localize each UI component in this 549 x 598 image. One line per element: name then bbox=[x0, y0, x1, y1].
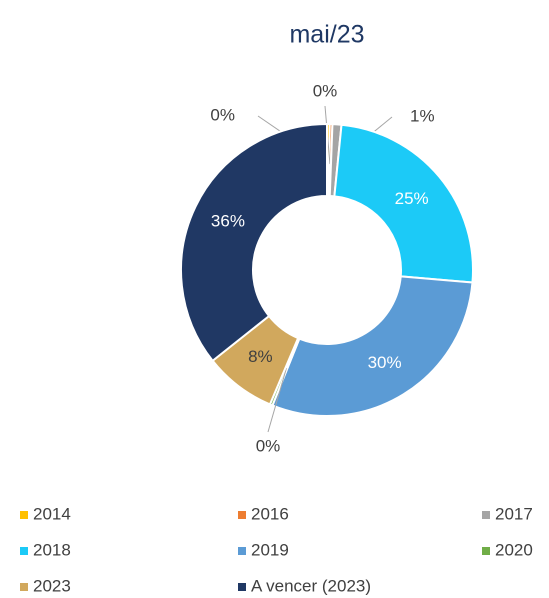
data-label: 36% bbox=[211, 212, 245, 231]
legend-label: 2016 bbox=[251, 504, 289, 523]
data-label: 25% bbox=[395, 189, 429, 208]
legend-swatch bbox=[20, 511, 28, 519]
data-label: 0% bbox=[256, 436, 281, 455]
legend-label: A vencer (2023) bbox=[251, 576, 371, 595]
legend-swatch bbox=[238, 583, 246, 591]
chart-title: mai/23 bbox=[289, 21, 364, 49]
data-label: 30% bbox=[368, 353, 402, 372]
legend-swatch bbox=[20, 583, 28, 591]
legend-swatch bbox=[20, 547, 28, 555]
data-label: 8% bbox=[248, 347, 273, 366]
legend-label: 2019 bbox=[251, 540, 289, 559]
data-label: 0% bbox=[210, 105, 235, 124]
legend-label: 2023 bbox=[33, 576, 71, 595]
legend-label: 2014 bbox=[33, 504, 71, 523]
legend-label: 2017 bbox=[495, 504, 533, 523]
legend-label: 2018 bbox=[33, 540, 71, 559]
legend-swatch bbox=[482, 547, 490, 555]
leader-line bbox=[267, 367, 287, 433]
legend-swatch bbox=[238, 547, 246, 555]
donut-slice bbox=[333, 123, 474, 284]
donut-slice bbox=[180, 122, 328, 363]
data-label: 1% bbox=[410, 106, 435, 125]
legend-swatch bbox=[238, 511, 246, 519]
legend-label: 2020 bbox=[495, 540, 533, 559]
data-label: 0% bbox=[313, 81, 338, 100]
legend-swatch bbox=[482, 511, 490, 519]
donut-slice bbox=[271, 275, 474, 417]
